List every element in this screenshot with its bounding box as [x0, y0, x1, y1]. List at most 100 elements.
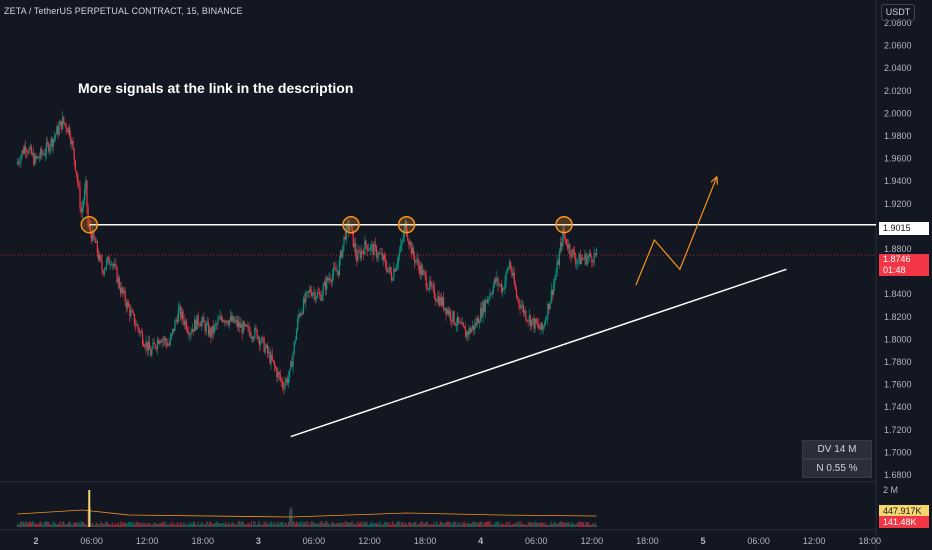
volume-bar	[90, 524, 93, 527]
candle-body	[300, 312, 302, 316]
volume-bar	[93, 525, 95, 527]
volume-bar	[134, 522, 137, 527]
y-tick-label: 1.9400	[884, 176, 912, 186]
volume-bar	[43, 522, 45, 527]
candle-body	[535, 318, 537, 324]
candle-body	[521, 305, 523, 307]
candle-body	[258, 337, 261, 345]
volume-bar	[155, 523, 158, 527]
candle-body	[412, 247, 415, 257]
candle-body	[315, 297, 317, 300]
candle-body	[284, 382, 286, 389]
candle-body	[41, 149, 43, 155]
candle-body	[499, 284, 501, 286]
volume-bar	[167, 523, 169, 527]
candle-body	[56, 126, 58, 135]
candle-body	[571, 249, 573, 258]
candle-body	[518, 298, 520, 304]
volume-bar	[206, 521, 208, 527]
candle-body	[421, 265, 423, 276]
candle-body	[224, 320, 226, 323]
candle-body	[456, 316, 459, 326]
candle-body	[175, 319, 177, 321]
candle-body	[263, 337, 265, 353]
candle-body	[70, 135, 72, 144]
volume-bar	[514, 522, 517, 527]
candle-body	[152, 342, 154, 350]
x-tick-label: 06:00	[80, 536, 103, 546]
candle-body	[474, 323, 476, 331]
x-tick-label: 18:00	[858, 536, 881, 546]
volume-bar	[334, 524, 336, 527]
volume-bar	[35, 523, 37, 527]
volume-bar	[129, 521, 131, 527]
candle-body	[283, 387, 285, 389]
volume-bar	[322, 523, 324, 527]
candle-body	[107, 256, 109, 261]
candle-body	[20, 155, 22, 163]
candle-body	[75, 170, 78, 175]
candle-body	[539, 327, 541, 330]
candle-body	[280, 379, 283, 382]
volume-bar	[78, 521, 80, 527]
volume-bar	[329, 525, 331, 527]
candle-body	[196, 315, 198, 330]
volume-bar	[368, 524, 371, 527]
candle-body	[401, 241, 403, 245]
candle-body	[583, 258, 585, 260]
volume-bar	[431, 524, 433, 527]
volume-bar	[262, 524, 264, 527]
volume-bar	[370, 522, 372, 527]
candle-body	[55, 134, 57, 137]
candle-body	[431, 285, 433, 287]
candle-body	[429, 280, 431, 289]
volume-bar	[176, 522, 178, 527]
volume-bar	[203, 524, 205, 527]
volume-bar	[114, 523, 116, 527]
volume-bar	[126, 523, 129, 527]
candle-body	[93, 231, 95, 239]
volume-bar	[536, 522, 539, 527]
candle-body	[309, 289, 312, 292]
volume-bar	[304, 522, 306, 527]
candle-body	[58, 125, 60, 135]
candle-body	[385, 258, 387, 267]
candle-body	[593, 253, 595, 263]
candle-body	[308, 289, 310, 293]
candle-body	[128, 302, 130, 307]
candle-body	[109, 264, 111, 266]
volume-bar	[459, 522, 461, 527]
volume-bar	[470, 523, 473, 527]
candle-body	[198, 324, 200, 325]
volume-bar	[571, 521, 573, 527]
volume-bar	[500, 521, 503, 527]
volume-bar	[345, 521, 347, 527]
y-tick-label: 1.6800	[884, 470, 912, 480]
volume-bar	[515, 523, 518, 527]
candle-body	[246, 324, 248, 327]
volume-bar	[226, 524, 228, 527]
currency-button[interactable]: USDT	[881, 4, 915, 21]
volume-bar	[461, 522, 463, 527]
candle-body	[540, 322, 542, 330]
volume-bar	[251, 525, 254, 527]
candle-body	[126, 302, 129, 308]
candle-body	[158, 339, 160, 344]
candle-body	[326, 277, 328, 290]
candle-body	[33, 153, 35, 165]
candle-body	[505, 271, 507, 281]
candle-body	[467, 331, 469, 335]
volume-bar	[581, 522, 584, 527]
candle-body	[79, 186, 81, 208]
volume-bar	[229, 524, 232, 527]
candle-body	[484, 300, 486, 312]
volume-bar	[559, 521, 562, 527]
candle-body	[445, 307, 447, 315]
volume-bar	[121, 523, 123, 527]
volume-bar	[49, 523, 51, 527]
volume-bar	[577, 522, 579, 527]
candle-body	[507, 268, 510, 270]
candle-body	[462, 322, 464, 327]
volume-bar	[569, 524, 571, 527]
